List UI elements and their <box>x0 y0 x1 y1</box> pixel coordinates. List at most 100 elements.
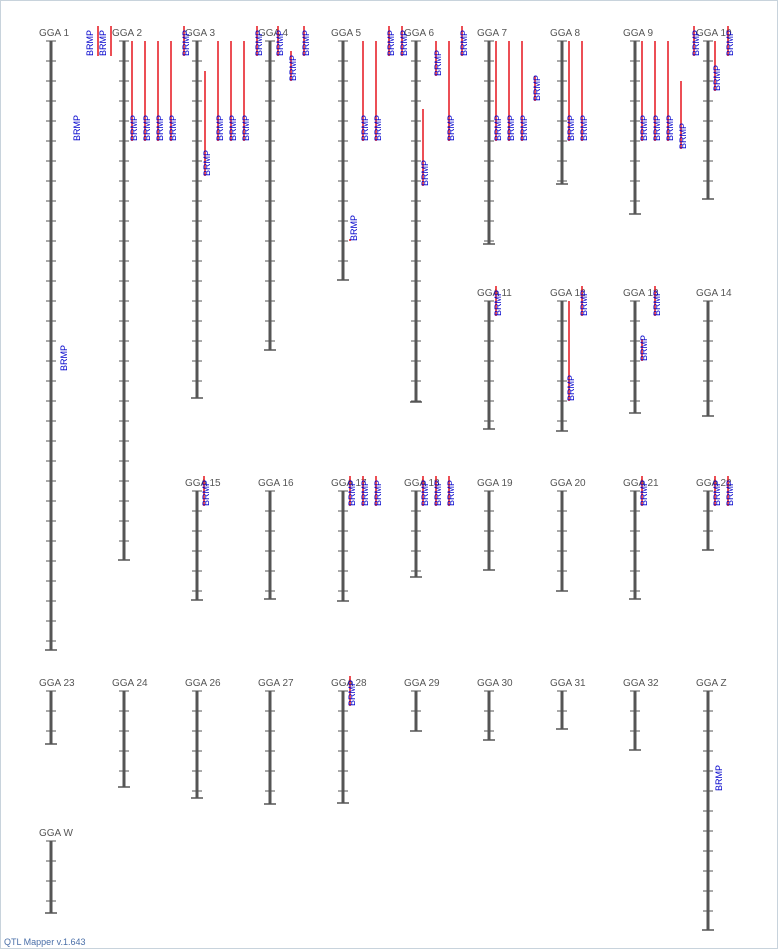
gga-2-qtl-label: BRMP <box>155 115 165 141</box>
gga-3-qtl-label: BRMP <box>202 150 212 176</box>
gga-18-axis <box>414 491 418 577</box>
gga-28-qtl-label: BRMP <box>347 680 357 706</box>
gga-1-qtl-label: BRMP <box>72 115 82 141</box>
gga-5-qtl-label: BRMP <box>360 115 370 141</box>
gga-14-label: GGA 14 <box>696 288 732 299</box>
gga-3-qtl-label: BRMP <box>228 115 238 141</box>
gga-3-axis <box>195 41 199 398</box>
gga-15-qtl-label: BRMP <box>201 480 211 506</box>
gga-17-axis <box>341 491 345 601</box>
gga-15-label: GGA 15 <box>185 478 221 489</box>
gga-9-qtl-label: BRMP <box>639 115 649 141</box>
gga-6-qtl-label: BRMP <box>446 115 456 141</box>
gga-9-qtl-label: BRMP <box>665 115 675 141</box>
gga-26-label: GGA 26 <box>185 678 221 689</box>
gga-20-label: GGA 20 <box>550 478 586 489</box>
gga-7-qtl-label: BRMP <box>532 75 542 101</box>
gga-z-qtl-label: BRMP <box>714 765 724 791</box>
gga-5-qtl-label: BRMP <box>386 30 396 56</box>
gga-13-qtl-label: BRMP <box>639 335 649 361</box>
gga-5-label: GGA 5 <box>331 28 361 39</box>
gga-9-axis <box>633 41 637 214</box>
gga-6-qtl-label: BRMP <box>433 50 443 76</box>
gga-13-axis <box>633 301 637 413</box>
gga-6-label: GGA 6 <box>404 28 434 39</box>
gga-w-axis <box>49 841 53 913</box>
gga-22-label: GGA 22 <box>696 478 732 489</box>
gga-z-label: GGA Z <box>696 678 727 689</box>
gga-3-qtl-label: BRMP <box>181 30 191 56</box>
gga-29-label: GGA 29 <box>404 678 440 689</box>
gga-17-label: GGA 17 <box>331 478 367 489</box>
gga-23-label: GGA 23 <box>39 678 75 689</box>
gga-18-qtl-label: BRMP <box>420 480 430 506</box>
gga-8-label: GGA 8 <box>550 28 580 39</box>
gga-21-qtl-label: BRMP <box>639 480 649 506</box>
gga-8-axis <box>560 41 564 184</box>
gga-24-axis <box>122 691 126 787</box>
gga-2-qtl-label: BRMP <box>168 115 178 141</box>
gga-6-qtl-label: BRMP <box>420 160 430 186</box>
gga-23-axis <box>49 691 53 744</box>
gga-32-label: GGA 32 <box>623 678 659 689</box>
gga-8-qtl-label: BRMP <box>579 115 589 141</box>
gga-13-qtl-label: BRMP <box>652 290 662 316</box>
gga-1-qtl-label: BRMP <box>59 345 69 371</box>
gga-16-axis <box>268 491 272 599</box>
gga-28-label: GGA 28 <box>331 678 367 689</box>
gga-5-qtl-label: BRMP <box>373 115 383 141</box>
gga-12-axis <box>560 301 564 431</box>
gga-26-axis <box>195 691 199 798</box>
gga-9-label: GGA 9 <box>623 28 653 39</box>
gga-4-qtl-label: BRMP <box>301 30 311 56</box>
gga-8-qtl-label: BRMP <box>566 115 576 141</box>
gga-22-axis <box>706 491 710 550</box>
gga-w-label: GGA W <box>39 828 73 839</box>
gga-12-label: GGA 12 <box>550 288 586 299</box>
gga-4-qtl-label: BRMP <box>254 30 264 56</box>
gga-19-label: GGA 19 <box>477 478 513 489</box>
gga-4-axis <box>268 41 272 350</box>
gga-14-axis <box>706 301 710 416</box>
gga-32-axis <box>633 691 637 750</box>
version-label: QTL Mapper v.1.643 <box>4 937 86 947</box>
gga-2-qtl-label: BRMP <box>129 115 139 141</box>
gga-21-label: GGA 21 <box>623 478 659 489</box>
gga-1-axis <box>49 41 53 650</box>
gga-5-qtl-label: BRMP <box>349 215 359 241</box>
gga-6-qtl-label: BRMP <box>459 30 469 56</box>
gga-2-qtl-label: BRMP <box>142 115 152 141</box>
gga-12-qtl-label: BRMP <box>566 375 576 401</box>
gga-18-qtl-label: BRMP <box>433 480 443 506</box>
gga-11-label: GGA 11 <box>477 288 512 299</box>
gga-30-label: GGA 30 <box>477 678 513 689</box>
gga-4-qtl-label: BRMP <box>275 30 285 56</box>
gga-31-axis <box>560 691 564 729</box>
gga-10-qtl-label: BRMP <box>712 65 722 91</box>
gga-24-label: GGA 24 <box>112 678 148 689</box>
gga-22-qtl-label: BRMP <box>712 480 722 506</box>
gga-20-axis <box>560 491 564 591</box>
gga-21-axis <box>633 491 637 599</box>
gga-7-axis <box>487 41 491 244</box>
gga-7-qtl-label: BRMP <box>519 115 529 141</box>
gga-10-label: GGA 10 <box>696 28 732 39</box>
gga-16-label: GGA 16 <box>258 478 294 489</box>
gga-1-label: GGA 1 <box>39 28 69 39</box>
gga-18-qtl-label: BRMP <box>446 480 456 506</box>
gga-2-qtl-label: BRMP <box>98 30 108 56</box>
gga-3-label: GGA 3 <box>185 28 215 39</box>
gga-28-axis <box>341 691 345 803</box>
gga-10-axis <box>706 41 710 199</box>
gga-7-label: GGA 7 <box>477 28 507 39</box>
gga-18-label: GGA 18 <box>404 478 440 489</box>
gga-10-qtl-label: BRMP <box>691 30 701 56</box>
gga-13-label: GGA 13 <box>623 288 659 299</box>
gga-2-qtl-label: BRMP <box>85 30 95 56</box>
gga-15-axis <box>195 491 199 600</box>
gga-11-axis <box>487 301 491 429</box>
gga-4-label: GGA 4 <box>258 28 288 39</box>
gga-4-qtl-label: BRMP <box>288 55 298 81</box>
gga-3-qtl-label: BRMP <box>241 115 251 141</box>
